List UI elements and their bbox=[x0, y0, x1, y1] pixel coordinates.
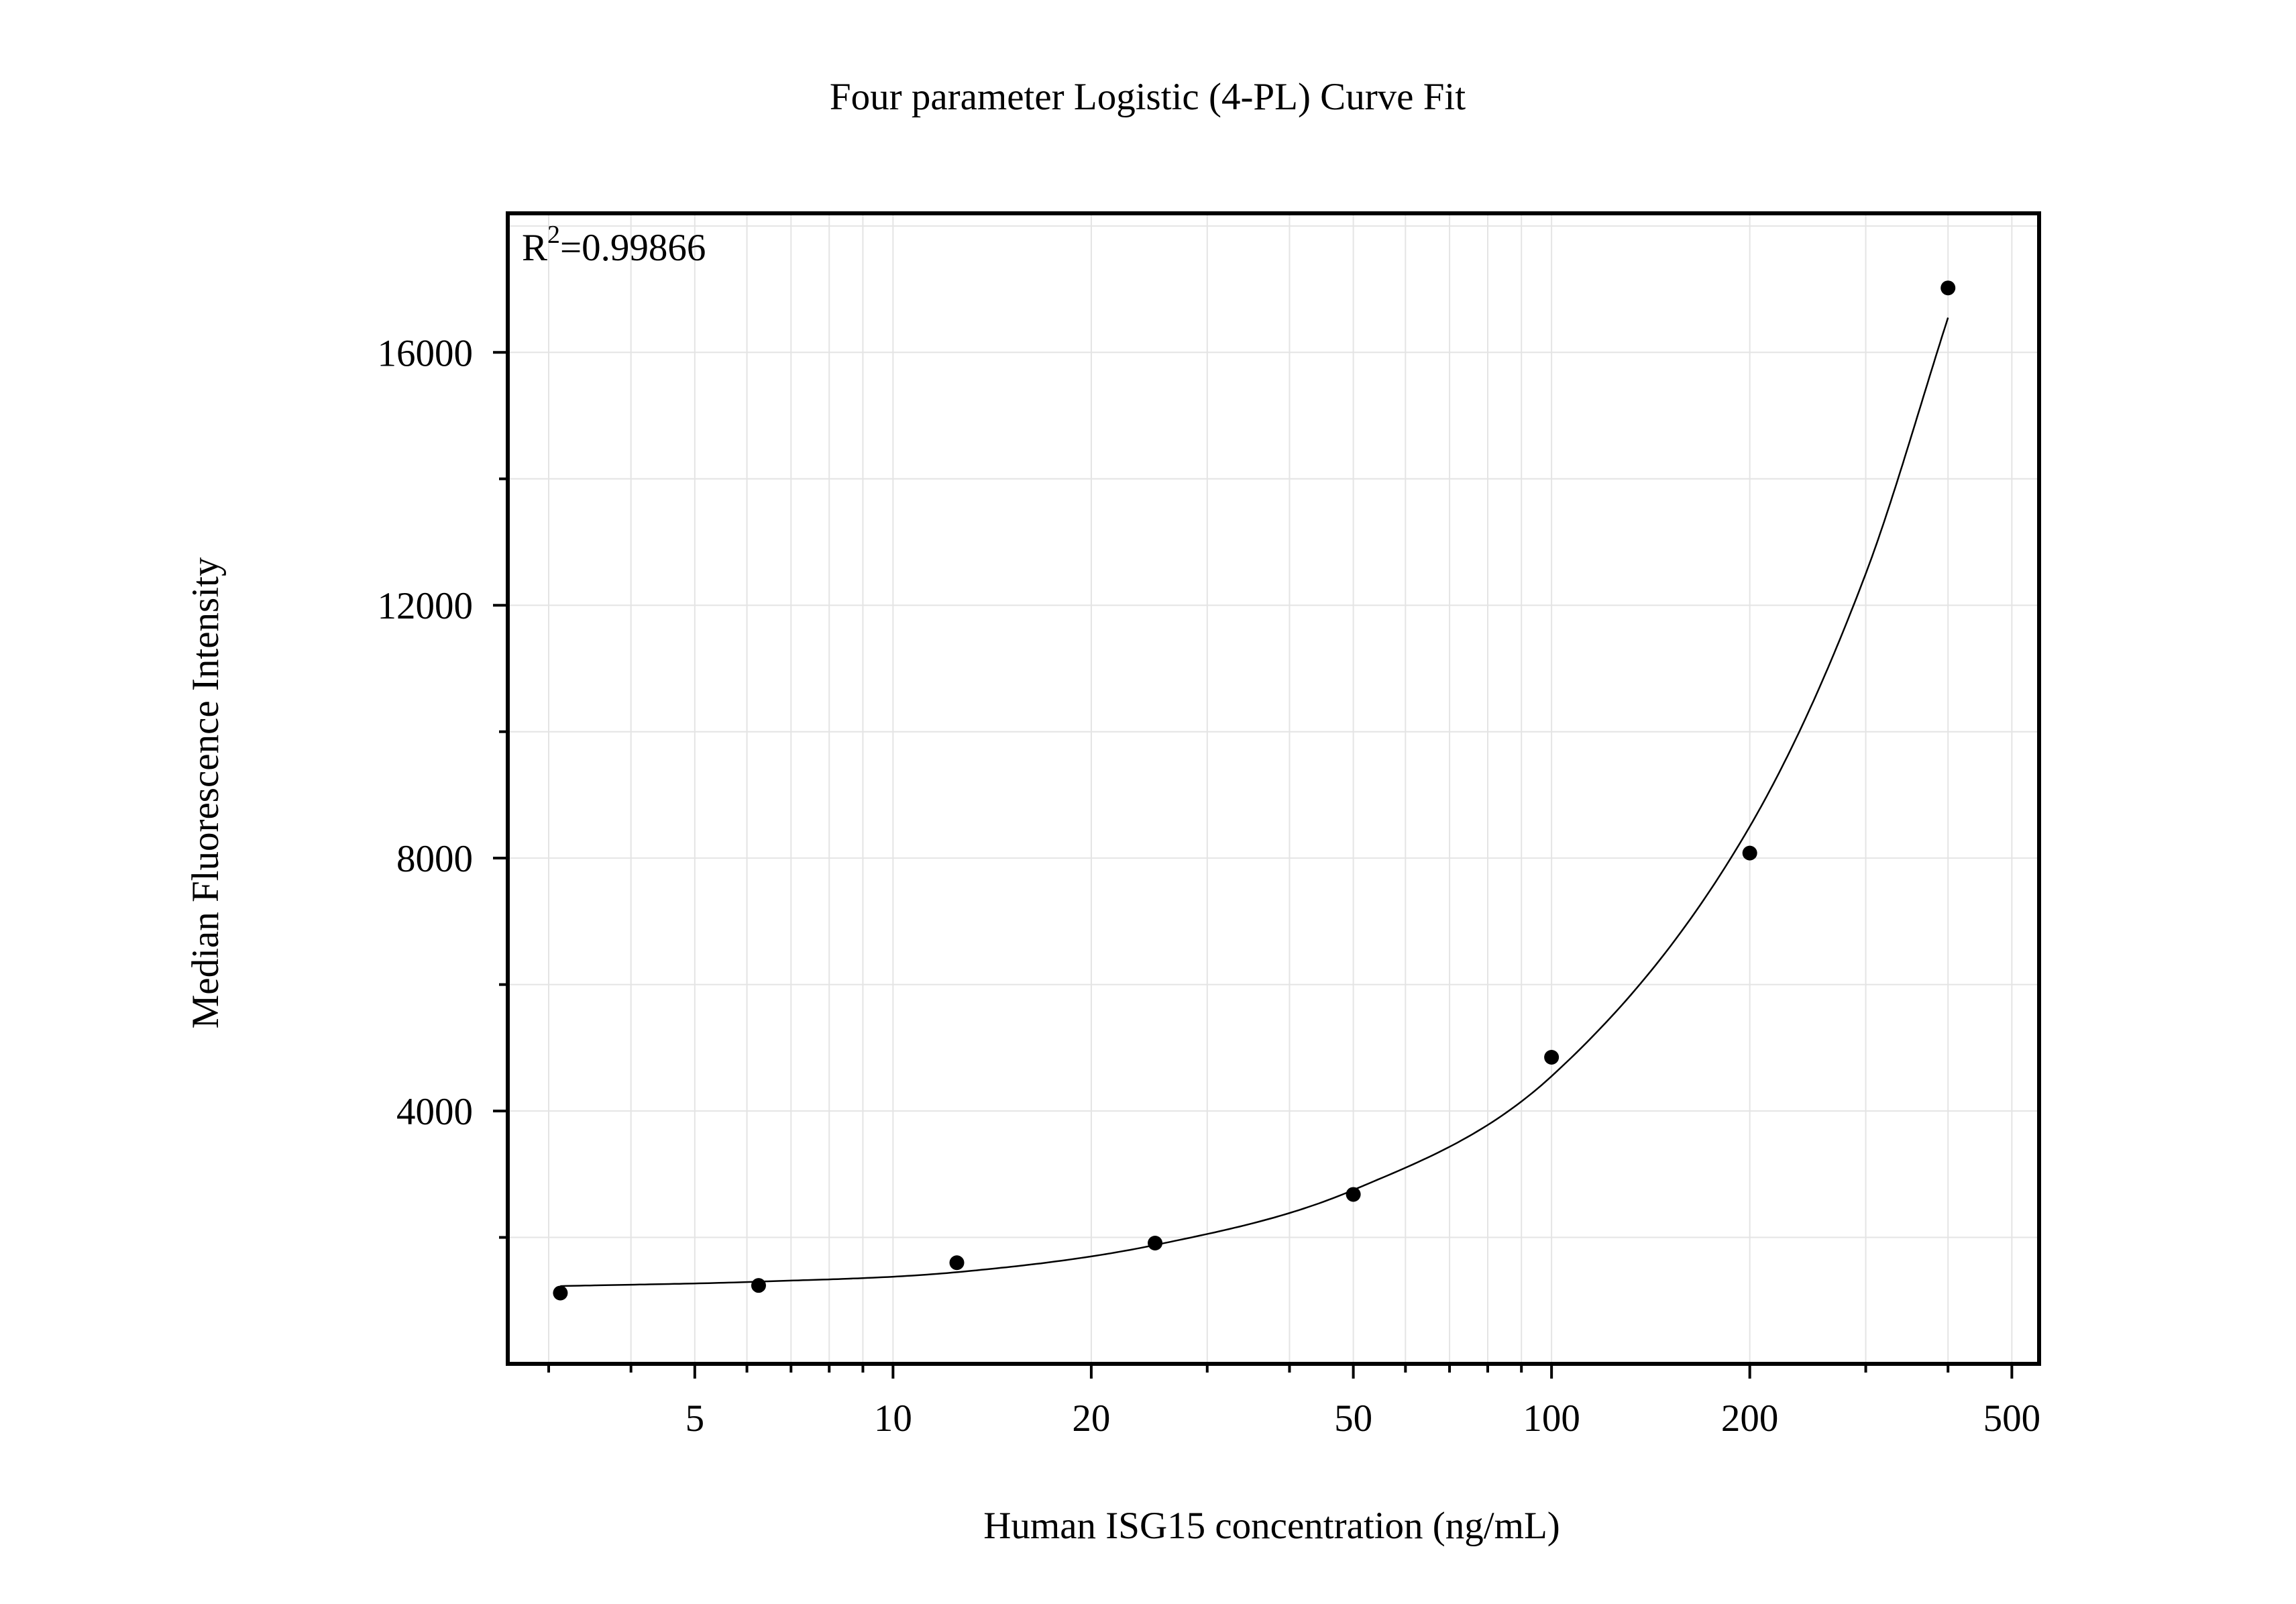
x-tick-label: 200 bbox=[1721, 1397, 1779, 1440]
fit-curve-layer bbox=[560, 317, 1949, 1287]
y-tick-label: 12000 bbox=[378, 585, 474, 627]
data-point bbox=[1544, 1049, 1560, 1065]
x-tick-label: 5 bbox=[686, 1397, 705, 1440]
y-axis-label: Median Fluorescence Intensity bbox=[184, 557, 227, 1028]
grid bbox=[508, 213, 2039, 1364]
x-tick-label: 100 bbox=[1523, 1397, 1580, 1440]
data-point bbox=[949, 1255, 965, 1271]
r-squared-prefix: R bbox=[522, 227, 547, 269]
tick-labels: 5 10 20 50 100 200 500 4000 8000 12000 16000 bbox=[378, 332, 2041, 1440]
r-squared-value: =0.99866 bbox=[560, 227, 706, 269]
x-tick-label: 500 bbox=[1983, 1397, 2041, 1440]
y-tick-label: 8000 bbox=[396, 838, 473, 880]
data-point bbox=[1148, 1236, 1163, 1251]
data-point bbox=[1940, 280, 1956, 296]
data-point bbox=[1346, 1187, 1361, 1202]
r-squared-annotation: R2=0.99866 bbox=[522, 221, 706, 269]
y-tick-label: 4000 bbox=[396, 1091, 473, 1133]
x-tick-label: 20 bbox=[1072, 1397, 1110, 1440]
axis-ticks bbox=[493, 351, 2014, 1379]
data-point bbox=[553, 1285, 568, 1301]
x-tick-label: 50 bbox=[1334, 1397, 1372, 1440]
data-point bbox=[751, 1278, 766, 1293]
y-tick-label: 16000 bbox=[378, 332, 474, 374]
x-axis-label: Human ISG15 concentration (ng/mL) bbox=[983, 1505, 1560, 1547]
x-tick-label: 10 bbox=[874, 1397, 912, 1440]
chart-title: Four parameter Logistic (4-PL) Curve Fit bbox=[830, 76, 1466, 118]
data-points bbox=[553, 280, 1956, 1301]
data-point bbox=[1742, 845, 1757, 861]
fit-curve bbox=[560, 317, 1949, 1287]
plot-frame bbox=[506, 211, 2041, 1366]
r-squared-superscript: 2 bbox=[547, 221, 560, 249]
